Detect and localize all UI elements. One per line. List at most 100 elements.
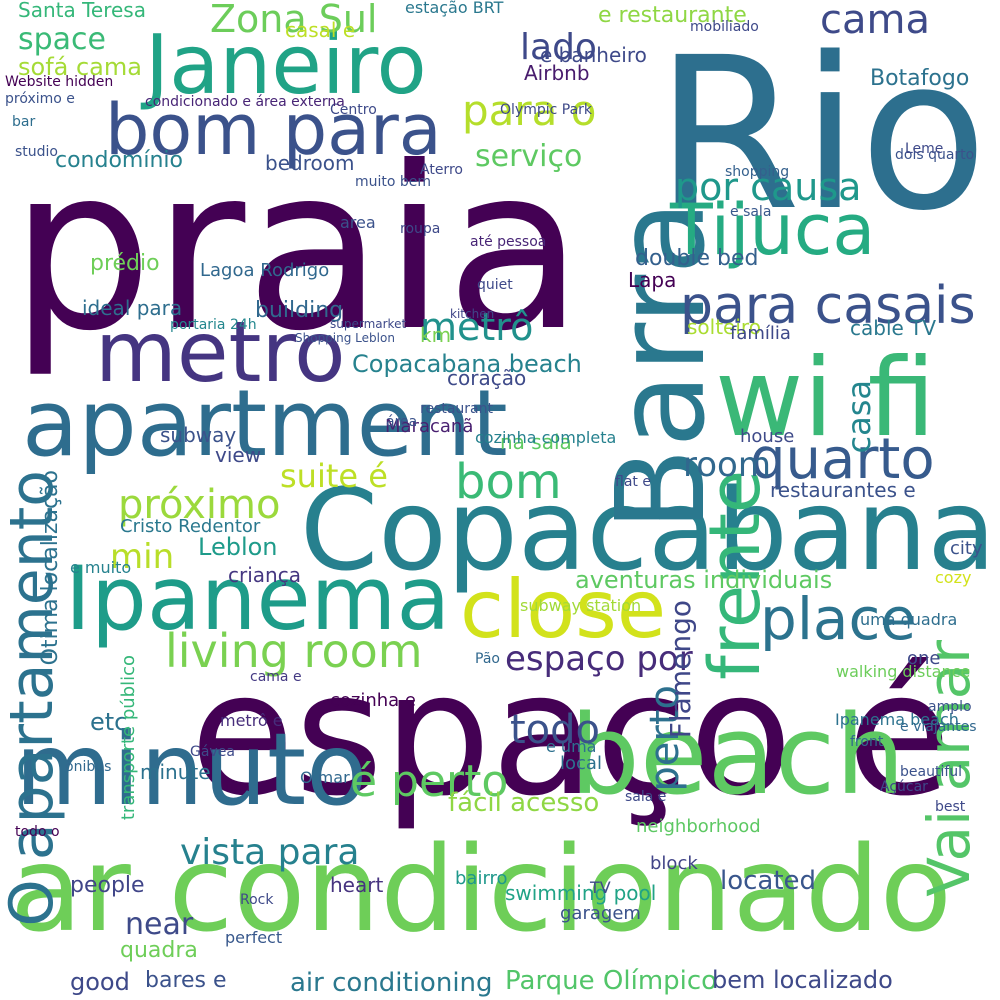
cloud-word: mobiliado <box>690 19 759 35</box>
cloud-word: sofá cama <box>18 53 142 81</box>
cloud-word: area <box>340 213 376 232</box>
cloud-word: espaço por <box>505 639 693 679</box>
cloud-word: subway <box>160 423 237 447</box>
cloud-word: e muito <box>70 558 132 577</box>
cloud-word: ar condicionado <box>10 820 952 958</box>
cloud-word: kitchen <box>450 307 495 321</box>
cloud-word: Botafogo <box>870 66 970 91</box>
cloud-word: e banheiro <box>540 43 647 67</box>
cloud-word: room <box>683 445 771 485</box>
cloud-word: close <box>460 563 667 656</box>
cloud-word: subway station <box>520 596 642 615</box>
cloud-word: fácil acesso <box>448 788 600 818</box>
cloud-word: city <box>950 538 983 559</box>
cloud-word: Cristo Redentor <box>120 516 261 537</box>
cloud-word: best <box>935 799 966 815</box>
cloud-word: space <box>18 22 107 57</box>
cloud-word: Açúcar <box>880 779 928 795</box>
cloud-word: swimming pool <box>505 881 657 905</box>
cloud-word: cable TV <box>850 316 937 340</box>
cloud-word: near <box>125 907 194 942</box>
cloud-word: supermarket <box>330 317 407 331</box>
cloud-word: cozinha completa <box>475 428 617 447</box>
cloud-word: one <box>907 648 941 669</box>
cloud-word: Aterro <box>420 162 463 178</box>
cloud-word: Lapa <box>628 268 677 292</box>
cloud-word: Janeiro <box>145 18 427 113</box>
cloud-word: min <box>110 537 175 577</box>
cloud-word: cozy <box>935 568 972 587</box>
cloud-word: located <box>720 866 817 896</box>
cloud-word: place <box>760 585 917 653</box>
cloud-word: Flamengo <box>664 600 697 739</box>
cloud-word: transporte público <box>118 655 139 821</box>
cloud-word: shopping <box>725 164 790 180</box>
cloud-word: restaurantes e <box>770 478 916 502</box>
cloud-word: Leme <box>905 141 944 157</box>
cloud-word: Centro <box>330 102 377 118</box>
cloud-word: restaurant <box>420 401 493 417</box>
cloud-word: criança <box>228 563 301 587</box>
cloud-word: TV <box>590 878 611 897</box>
cloud-word: casal e <box>285 18 356 42</box>
cloud-word: uma quadra <box>860 610 958 629</box>
cloud-word: e restaurante <box>598 3 747 28</box>
cloud-word: Olympic Park <box>500 102 593 118</box>
cloud-word: living room <box>165 624 423 678</box>
cloud-word: walking distance <box>836 662 971 681</box>
cloud-word: minute <box>140 760 211 784</box>
cloud-word: para o <box>462 86 597 135</box>
cloud-word: área <box>386 414 418 430</box>
cloud-word: Ipanema beach <box>835 710 959 729</box>
cloud-word: coração <box>447 366 527 390</box>
cloud-word: apartment <box>22 370 508 477</box>
cloud-word: studio <box>15 144 58 160</box>
cloud-word: solteiro <box>687 315 761 339</box>
cloud-word: bares e <box>145 968 227 993</box>
cloud-word: vista para <box>180 832 360 873</box>
cloud-word: km <box>420 323 452 347</box>
cloud-word: Pão <box>475 651 500 667</box>
cloud-word: quadra <box>120 938 198 963</box>
cloud-word: portaria 24h <box>170 317 257 333</box>
cloud-word: próximo e <box>5 91 75 107</box>
cloud-word: beautiful <box>900 764 963 780</box>
cloud-word: Ótima localização <box>38 470 63 666</box>
cloud-word: Lagoa Rodrigo <box>200 260 330 281</box>
cloud-word: Shopping Leblon <box>295 331 395 345</box>
cloud-word: muito bem <box>355 174 432 190</box>
cloud-word: quiet <box>477 277 513 293</box>
cloud-word: e sala <box>730 204 772 220</box>
cloud-word: metro <box>95 303 346 401</box>
cloud-word: ônibus <box>65 759 112 775</box>
cloud-word: front <box>850 734 884 750</box>
cloud-word: metrô <box>420 305 534 349</box>
cloud-word: quarto <box>750 427 935 492</box>
cloud-word: amplo <box>928 699 972 715</box>
cloud-word: bom para <box>105 89 442 171</box>
cloud-word: é perto <box>350 756 509 807</box>
cloud-word: bairro <box>455 868 508 889</box>
cloud-word: por causa <box>675 165 862 209</box>
cloud-word: people <box>70 873 145 898</box>
cloud-word: Maracanã <box>385 416 474 437</box>
cloud-word: Copacabana beach <box>352 350 582 378</box>
cloud-word: bom <box>455 454 562 510</box>
cloud-word: Copacabana <box>300 466 997 596</box>
cloud-word: building <box>255 298 344 323</box>
cloud-word: double bed <box>635 246 759 271</box>
cloud-word: prédio <box>90 251 160 276</box>
cloud-word: cama e <box>250 669 302 685</box>
cloud-word: perfect <box>225 928 283 947</box>
cloud-word: Santa Teresa <box>18 0 146 22</box>
cloud-word: para casais <box>680 276 976 336</box>
cloud-word: view <box>215 443 262 467</box>
cloud-word: etc <box>90 708 128 736</box>
cloud-word: Rock <box>240 892 274 908</box>
cloud-word: beach <box>570 691 906 819</box>
cloud-word: todo <box>510 707 601 753</box>
cloud-word: O mar <box>300 768 350 787</box>
cloud-word: Airbnb <box>524 61 590 85</box>
cloud-word: Website hidden <box>5 74 114 90</box>
